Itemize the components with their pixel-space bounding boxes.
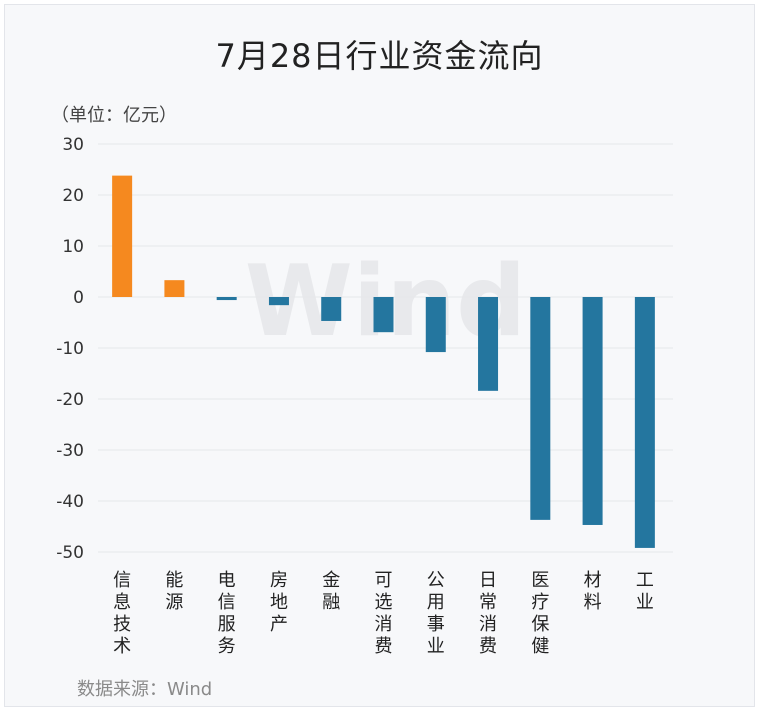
y-tick-label: 10 xyxy=(62,237,84,257)
x-category-label: 材料 xyxy=(584,570,602,613)
bar xyxy=(112,175,133,297)
bar xyxy=(373,297,394,333)
x-category-label: 房地产 xyxy=(270,570,288,635)
y-tick-label: 20 xyxy=(62,186,84,206)
y-tick-label: -10 xyxy=(56,339,84,359)
bar xyxy=(268,297,289,306)
y-tick-label: 30 xyxy=(62,135,84,155)
bar xyxy=(634,297,655,548)
y-tick-label: -50 xyxy=(56,543,84,563)
bar xyxy=(478,297,499,391)
bar xyxy=(164,280,185,297)
bar xyxy=(216,297,237,301)
x-category-label: 能源 xyxy=(165,570,183,613)
x-category-label: 可选消费 xyxy=(375,570,393,657)
y-tick-label: -20 xyxy=(56,390,84,410)
y-tick-label: -40 xyxy=(56,492,84,512)
x-category-label: 医疗保健 xyxy=(531,570,549,657)
x-category-label: 金融 xyxy=(322,570,340,613)
x-category-label: 日常消费 xyxy=(479,570,497,657)
bar xyxy=(425,297,446,353)
unit-label: （单位：亿元） xyxy=(51,105,177,126)
source-label: 数据来源：Wind xyxy=(77,679,213,700)
bar xyxy=(321,297,342,321)
x-category-label: 公用事业 xyxy=(427,570,445,657)
x-category-label: 信息技术 xyxy=(113,570,131,657)
bar xyxy=(582,297,603,525)
y-tick-label: 0 xyxy=(73,288,84,308)
chart-title: 7月28日行业资金流向 xyxy=(215,37,544,75)
y-tick-label: -30 xyxy=(56,441,84,461)
chart-card: 7月28日行业资金流向 （单位：亿元） 数据来源：Wind xyxy=(4,4,755,707)
x-category-label: 工业 xyxy=(636,570,654,613)
bar xyxy=(530,297,551,520)
x-category-label: 电信服务 xyxy=(218,570,236,657)
